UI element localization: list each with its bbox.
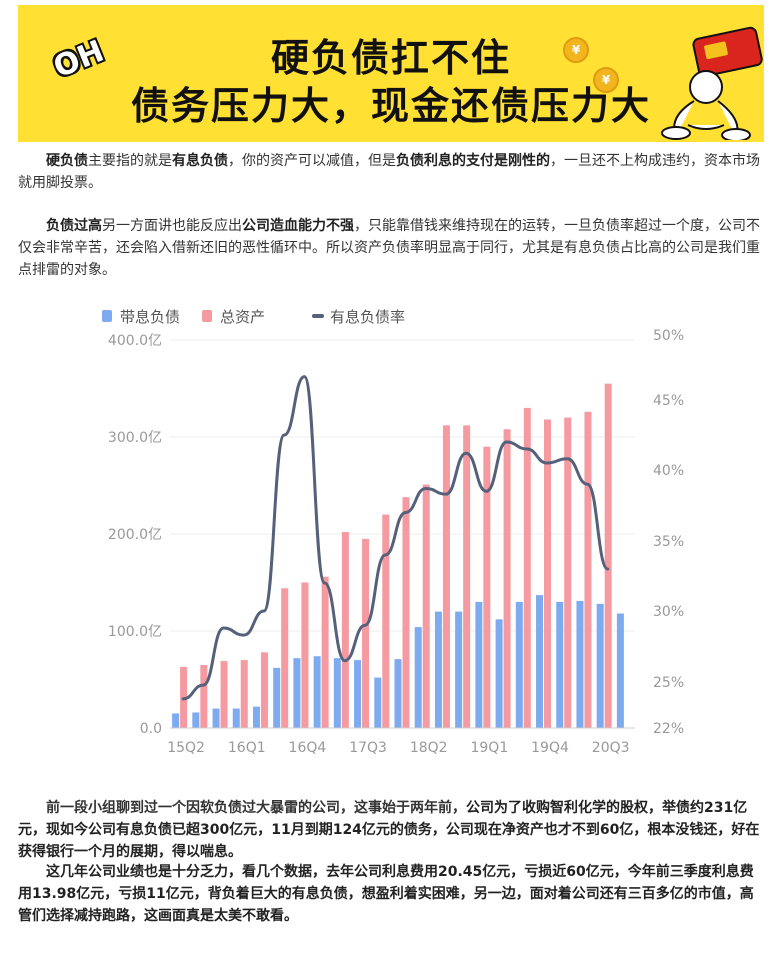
bar-interest-debt — [232, 708, 240, 728]
legend-swatch — [202, 310, 212, 322]
left-tick-label: 300.0亿 — [108, 430, 162, 446]
bar-total-assets — [604, 383, 612, 728]
text-run: ，只能靠借钱来维持现在的运转，一旦负债率超过一个度，公司不仅会非常辛苦，还会陷入… — [18, 218, 760, 278]
bar-interest-debt — [313, 656, 321, 728]
bar-total-assets — [523, 407, 531, 728]
bar-interest-debt — [455, 611, 463, 728]
paragraph-1: 硬负债主要指的就是有息负债，你的资产可以减值，但是负债利息的支付是刚性的，一旦还… — [18, 150, 766, 194]
bar-interest-debt — [354, 660, 362, 728]
bar-total-assets — [483, 446, 491, 728]
p2-runs: 负债过高另一方面讲也能反应出公司造血能力不强，只能靠借钱来维持现在的运转，一旦负… — [18, 218, 760, 278]
text-run: 主要指的就是 — [88, 153, 172, 169]
bar-total-assets — [240, 660, 248, 728]
bar-total-assets — [362, 538, 370, 728]
bar-total-assets — [220, 661, 228, 728]
banner: OH 硬负债扛不住 债务压力大，现金还债压力大 ¥ ¥ — [18, 5, 764, 142]
bar-interest-debt — [192, 712, 200, 728]
coin-icon: ¥ — [593, 67, 619, 93]
bar-total-assets — [463, 425, 471, 728]
bar-total-assets — [260, 652, 268, 728]
bar-interest-debt — [293, 658, 301, 728]
legend-label: 总资产 — [220, 308, 265, 326]
bar-total-assets — [544, 419, 552, 728]
x-tick-label: 15Q2 — [167, 740, 205, 756]
bar-total-assets — [422, 484, 430, 728]
text-run: 前一段小组聊到过一个因软负债过大暴雷的公司，这事始于两年前， — [46, 800, 466, 816]
x-tick-label: 19Q1 — [470, 740, 508, 756]
bar-total-assets — [321, 576, 329, 728]
banner-title-line1: 硬负债扛不住 — [270, 36, 511, 80]
x-tick-label: 17Q3 — [349, 740, 387, 756]
banner-title-line2: 债务压力大，现金还债压力大 — [130, 84, 651, 128]
x-tick-label: 16Q1 — [228, 740, 266, 756]
left-tick-label: 100.0亿 — [108, 624, 162, 640]
bar-interest-debt — [434, 611, 442, 728]
x-tick-label: 16Q4 — [289, 740, 327, 756]
text-run: 公司造血能力不强 — [242, 218, 354, 234]
bar-interest-debt — [596, 603, 604, 728]
right-tick-label: 30% — [653, 604, 684, 620]
coin-icon: ¥ — [563, 37, 589, 63]
bar-interest-debt — [576, 600, 584, 728]
p1-runs: 硬负债主要指的就是有息负债，你的资产可以减值，但是负债利息的支付是刚性的，一旦还… — [18, 153, 760, 191]
right-tick-label: 40% — [653, 463, 684, 479]
x-tick-label: 19Q4 — [531, 740, 569, 756]
bar-total-assets — [382, 514, 390, 728]
left-tick-label: 400.0亿 — [108, 333, 162, 349]
bar-interest-debt — [172, 713, 180, 728]
p4-runs: 这几年公司业绩也是十分乏力，看几个数据，去年公司利息费用20.45亿元，亏损近6… — [18, 864, 754, 924]
bar-interest-debt — [374, 677, 382, 728]
text-run: ，一旦还不上构成违约，资本市场就用脚投票。 — [18, 153, 760, 191]
text-run: 另一方面讲也能反应出 — [102, 218, 242, 234]
bar-interest-debt — [394, 659, 402, 728]
left-tick-label: 0.0 — [140, 721, 162, 737]
bar-total-assets — [584, 411, 592, 728]
bar-interest-debt — [616, 613, 624, 728]
x-tick-label: 18Q2 — [410, 740, 448, 756]
legend-label: 带息负债 — [120, 308, 180, 326]
right-tick-label: 35% — [653, 534, 684, 550]
x-tick-label: 20Q3 — [592, 740, 630, 756]
paragraph-2: 负债过高另一方面讲也能反应出公司造血能力不强，只能靠借钱来维持现在的运转，一旦负… — [18, 215, 766, 281]
bar-total-assets — [442, 425, 450, 728]
text-run: 硬负债 — [46, 153, 88, 169]
right-tick-label: 45% — [653, 393, 684, 409]
p3-runs: 前一段小组聊到过一个因软负债过大暴雷的公司，这事始于两年前，公司为了收购智利化学… — [18, 800, 759, 860]
text-run: 公司为了收购智利化学的股权，举债约231亿元，现如今公司有息负债已超300亿元，… — [18, 800, 760, 860]
cartoon-figure-icon — [661, 26, 763, 140]
bar-interest-debt — [495, 619, 503, 728]
bar-interest-debt — [252, 706, 260, 728]
legend-swatch — [102, 310, 112, 322]
bar-total-assets — [564, 417, 572, 728]
bar-total-assets — [281, 588, 289, 728]
legend-label: 有息负债率 — [330, 308, 405, 326]
bar-interest-debt — [333, 658, 341, 728]
bar-interest-debt — [536, 595, 544, 728]
bar-interest-debt — [515, 601, 523, 728]
text-run: 这几年公司业绩也是十分乏力，看几个数据，去年公司利息费用20.45亿元，亏损近6… — [18, 864, 754, 924]
paragraph-4: 这几年公司业绩也是十分乏力，看几个数据，去年公司利息费用20.45亿元，亏损近6… — [18, 861, 766, 927]
bar-total-assets — [200, 664, 208, 728]
line-debt-ratio — [181, 375, 610, 701]
bar-interest-debt — [475, 601, 483, 728]
right-tick-label: 50% — [653, 328, 684, 344]
bar-total-assets — [301, 582, 309, 728]
bar-interest-debt — [212, 708, 220, 728]
left-tick-label: 200.0亿 — [108, 527, 162, 543]
debt-chart: 0.0 100.0亿 200.0亿 300.0亿 400.0亿 22% 25% 30% 35% 4… — [102, 308, 684, 756]
text-run: ，你的资产可以减值，但是 — [228, 153, 396, 169]
bar-total-assets — [341, 532, 349, 728]
legend-swatch — [312, 314, 324, 318]
bar-interest-debt — [414, 627, 422, 728]
text-run: 负债过高 — [46, 218, 102, 234]
bar-interest-debt — [273, 667, 281, 728]
right-tick-label: 22% — [653, 721, 684, 737]
bar-total-assets — [402, 497, 410, 728]
right-tick-label: 25% — [653, 675, 684, 691]
bar-total-assets — [503, 429, 511, 728]
paragraph-3: 前一段小组聊到过一个因软负债过大暴雷的公司，这事始于两年前，公司为了收购智利化学… — [18, 797, 766, 863]
text-run: 负债利息的支付是刚性的 — [396, 153, 550, 169]
bar-interest-debt — [556, 601, 564, 728]
text-run: 有息负债 — [172, 153, 228, 169]
